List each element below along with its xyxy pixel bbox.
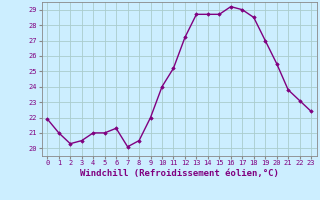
X-axis label: Windchill (Refroidissement éolien,°C): Windchill (Refroidissement éolien,°C)	[80, 169, 279, 178]
